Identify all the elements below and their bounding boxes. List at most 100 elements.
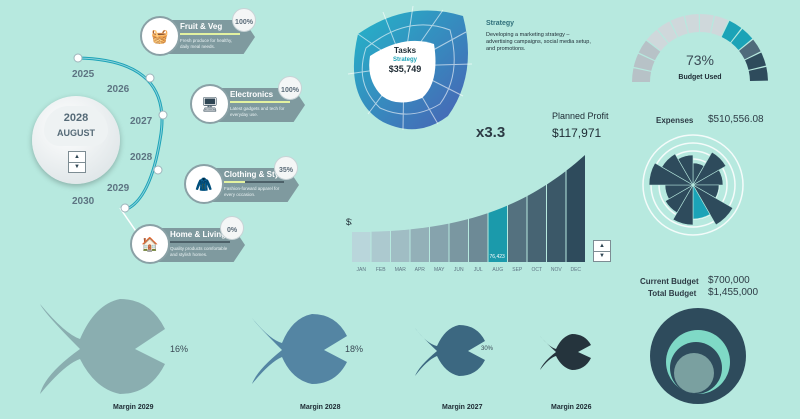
year-label-2029[interactable]: 2029 (107, 183, 130, 194)
selected-year: 2028 (63, 112, 89, 124)
date-spinner: ▲ ▼ (68, 151, 86, 173)
basket-icon: 🧺 (140, 16, 180, 56)
budget-percent: 73% (685, 52, 715, 68)
profit-bar-sep (508, 184, 527, 262)
margin-2029-fish (40, 299, 165, 394)
category-desc: Latest gadgets and tech for everyday use… (230, 106, 285, 117)
devices-icon: 🖥 (190, 84, 230, 124)
polar-slice (691, 169, 724, 186)
current-budget-label: Current Budget (640, 277, 699, 286)
profit-bar-oct (527, 175, 546, 262)
month-tick-label: OCT (531, 267, 542, 273)
category-progress-fill (224, 181, 245, 183)
category-title: Electronics (230, 90, 274, 99)
month-spinner: ▲ ▼ (593, 240, 611, 262)
tasks-subtitle: Strategy (392, 57, 417, 63)
month-tick-label: NOV (551, 267, 563, 273)
margin-pct: 16% (170, 344, 189, 354)
month-tick-label: FEB (376, 267, 386, 273)
year-label-2027[interactable]: 2027 (130, 116, 153, 127)
budget-circles (650, 308, 746, 404)
category-progress-track (224, 181, 284, 183)
gauge-segment (632, 68, 652, 82)
planned-profit-value: $117,971 (552, 126, 602, 140)
category-title: Home & Living (170, 230, 227, 239)
margin-2027-fish (415, 325, 485, 376)
selected-month: AUGUST (57, 128, 95, 138)
house-icon: 🏠 (130, 224, 170, 264)
gauge-segment (646, 29, 669, 51)
profit-bar-apr (410, 223, 429, 262)
month-tick-label: MAR (395, 267, 407, 273)
polar-slice (664, 184, 694, 214)
gauge-segment (748, 66, 768, 81)
expenses-polar-chart (642, 134, 744, 236)
profit-bar-jun (449, 214, 468, 262)
category-card-home-living[interactable]: 🏠 Home & Living Quality products comfort… (130, 216, 255, 266)
month-tick-label: MAY (434, 267, 445, 273)
profit-bar-jul (469, 209, 488, 262)
gauge-segment (684, 14, 699, 34)
category-title: Clothing & Style (224, 170, 286, 179)
category-pct-badge: 100% (278, 76, 302, 100)
category-desc: Fresh produce for healthy, daily meal ne… (180, 38, 233, 49)
gauge-segment (670, 16, 688, 37)
category-title: Fruit & Veg (180, 22, 223, 31)
year-label-2026[interactable]: 2026 (107, 84, 130, 95)
budget-gauge (632, 14, 768, 82)
category-pct-badge: 35% (274, 156, 298, 180)
margin-pct: 30% (481, 346, 494, 352)
category-pct: 100% (235, 19, 253, 26)
expenses-value: $510,556.08 (708, 114, 764, 125)
polar-slice (677, 154, 694, 187)
profit-bar-may (430, 219, 449, 262)
budget-label: Budget Used (678, 74, 722, 81)
category-desc: Fashion-forward apparel for every occasi… (224, 186, 280, 197)
gauge-segment (739, 39, 761, 60)
month-tick-label: APR (415, 267, 426, 273)
gauge-segment (711, 15, 729, 37)
strategy-desc: Developing a marketing strategy – advert… (486, 32, 591, 52)
profit-curve-mask (352, 150, 586, 232)
margin-pct: 18% (345, 344, 364, 354)
category-progress-track (180, 33, 240, 35)
triangle-up-icon[interactable]: ▲ (69, 152, 85, 163)
tasks-center: Tasks Strategy $35,749 (372, 46, 438, 74)
year-label-2028[interactable]: 2028 (130, 152, 153, 163)
tasks-title: Tasks (393, 46, 417, 55)
category-card-fruit-veg[interactable]: 🧺 Fruit & Veg Fresh produce for healthy,… (140, 8, 265, 58)
category-card-clothing[interactable]: 🧥 Clothing & Style Fashion-forward appar… (184, 156, 309, 206)
triangle-down-icon[interactable]: ▼ (74, 164, 80, 170)
tasks-wheel (347, 5, 473, 131)
category-card-electronics[interactable]: 🖥 Electronics Latest gadgets and tech fo… (190, 76, 315, 126)
profit-bar-jan (352, 232, 371, 262)
category-progress-track (170, 241, 230, 243)
planned-profit-label: Planned Profit (552, 111, 609, 121)
month-tick-label: JUN (454, 267, 464, 273)
total-budget-label: Total Budget (648, 289, 697, 298)
month-tick-label: AUG (492, 267, 503, 273)
year-label-2025[interactable]: 2025 (72, 69, 95, 80)
margin-label: Margin 2029 (113, 404, 154, 411)
margin-label: Margin 2027 (442, 404, 483, 411)
date-selector: 2028 AUGUST ▲ ▼ (32, 96, 120, 184)
polar-slice (692, 184, 734, 226)
gauge-segment (721, 20, 742, 43)
strategy-title: Strategy (486, 20, 515, 27)
gauge-segment (633, 53, 655, 71)
category-progress-fill (180, 33, 240, 35)
month-tick-label: SEP (512, 267, 523, 273)
category-pct: 35% (278, 167, 293, 174)
polar-slice (672, 183, 694, 226)
category-progress-track (230, 101, 290, 103)
timeline-arc (73, 53, 168, 241)
category-pct: 100% (281, 87, 299, 94)
expenses-label: Expenses (656, 116, 694, 125)
year-label-2030[interactable]: 2030 (72, 196, 95, 207)
triangle-down-icon[interactable]: ▼ (599, 253, 605, 259)
gauge-segment (700, 14, 714, 34)
gauge-segment (638, 40, 661, 61)
month-tick-label: DEC (570, 267, 581, 273)
profit-marker-label: 76,423 (490, 254, 506, 260)
triangle-up-icon[interactable]: ▲ (594, 241, 610, 252)
